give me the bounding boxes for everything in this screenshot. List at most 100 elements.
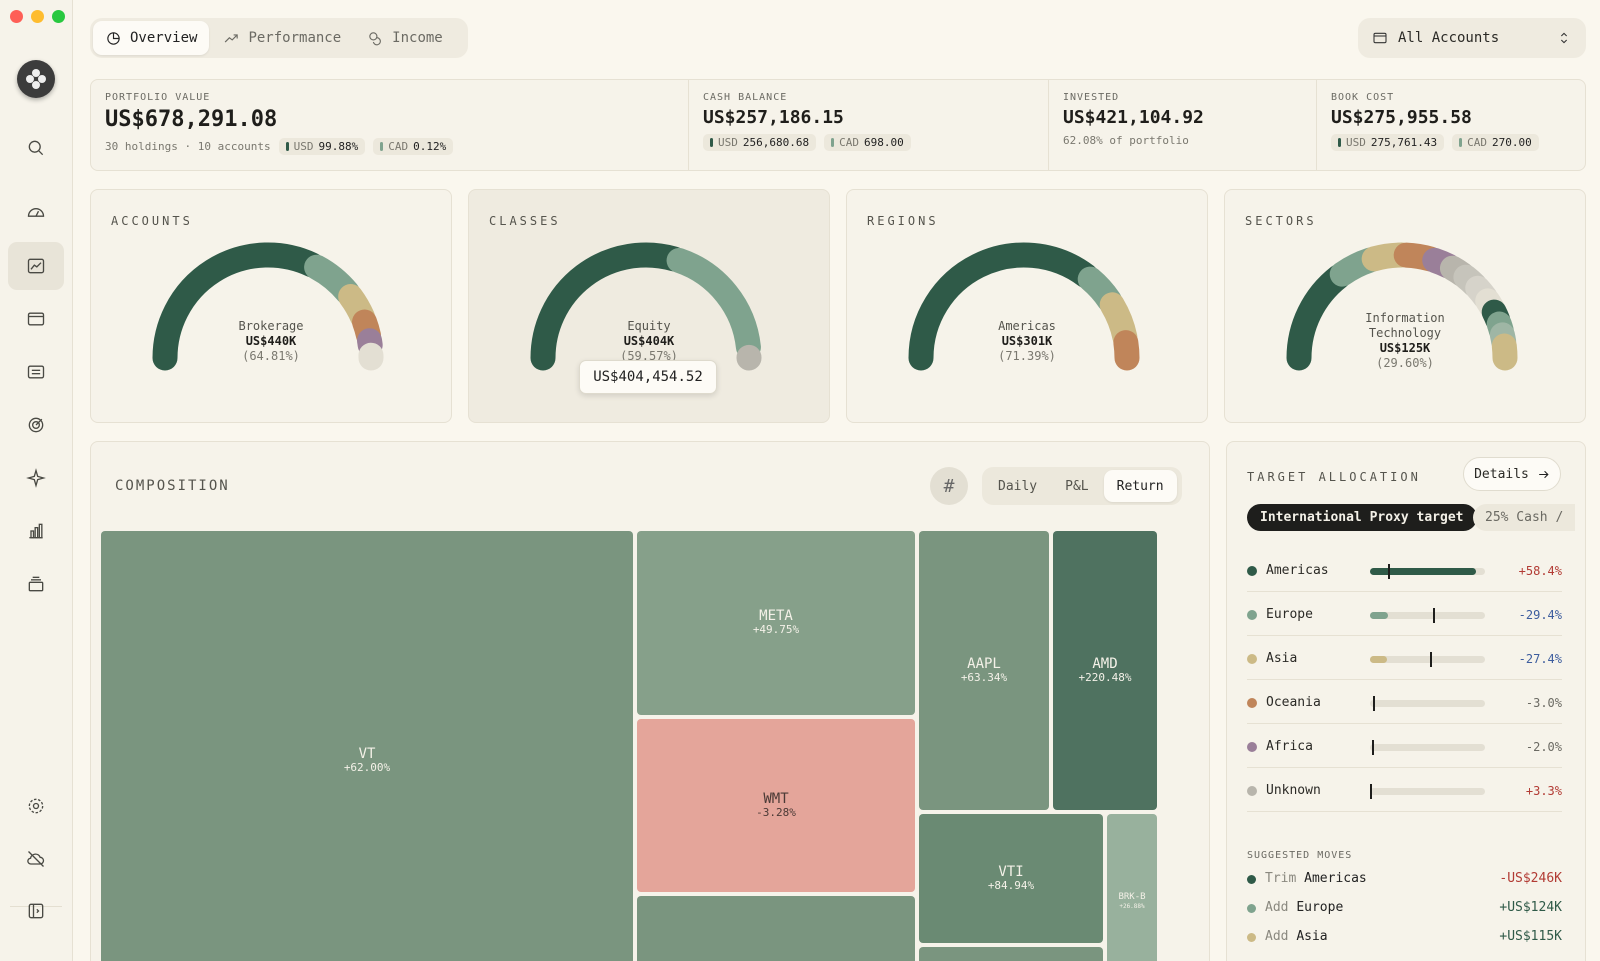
currency-amount: 256,680.68 (742, 136, 810, 149)
target-preset-tab[interactable]: 25% Cash / (1473, 504, 1576, 531)
region-swatch (1247, 566, 1257, 576)
cash-balance-value: US$257,186.15 (703, 107, 844, 128)
search-icon (28, 140, 44, 156)
currency-code: CAD (839, 136, 859, 149)
reports-nav[interactable] (8, 507, 64, 555)
move-action: Trim (1265, 871, 1297, 886)
currency-share: 99.88% (318, 140, 359, 153)
tile-return: +49.75% (752, 623, 800, 636)
target-preset-tab-active[interactable]: International Proxy target (1247, 504, 1477, 531)
search-button[interactable] (8, 124, 64, 172)
holdings-nav[interactable] (8, 242, 64, 290)
classes-card[interactable]: CLASSES Equity US$404K (59.57%) US$404,4… (468, 189, 830, 423)
gauge-segment[interactable] (1491, 333, 1518, 371)
gauge-segment[interactable] (1113, 330, 1140, 371)
collapse-sidebar-button[interactable] (8, 887, 64, 935)
region-label: Europe (1266, 607, 1313, 622)
target-marker (1433, 608, 1436, 623)
suggested-move[interactable]: Add Asia +US$115K (1247, 928, 1562, 948)
mode-return[interactable]: Return (1103, 470, 1177, 502)
allocation-row[interactable]: Unknown +3.3% (1247, 768, 1562, 812)
tab-overview[interactable]: Overview (93, 21, 210, 55)
tile-return: +26.88% (1119, 902, 1145, 910)
card-title: ACCOUNTS (111, 214, 193, 228)
regions-gauge[interactable] (847, 190, 1207, 424)
gauge-segment[interactable] (908, 242, 1099, 371)
target-allocation-card: TARGET ALLOCATION Details International … (1226, 441, 1586, 961)
account-selector[interactable]: All Accounts (1358, 18, 1586, 58)
treemap-tile[interactable]: WMT -3.28% (637, 719, 915, 892)
currency-chip: USD 99.88% (278, 138, 366, 155)
details-button[interactable]: Details (1463, 457, 1561, 491)
allocation-row[interactable]: Africa -2.0% (1247, 724, 1562, 768)
settings-button[interactable] (8, 782, 64, 830)
sectors-card[interactable]: SECTORS Information Technology US$125K (… (1224, 189, 1586, 423)
card-title: CLASSES (489, 214, 561, 228)
suggested-move[interactable]: Trim Americas -US$246K (1247, 870, 1562, 890)
tile-ticker: VTI (998, 863, 1024, 880)
composition-card: COMPOSITION # Daily P&L Return VT +62.00… (90, 441, 1210, 961)
tab-income[interactable]: Income (355, 21, 455, 55)
move-amount: +US$124K (1499, 900, 1562, 915)
allocation-row[interactable]: Oceania -3.0% (1247, 680, 1562, 724)
maximize-window-button[interactable] (52, 10, 65, 23)
mode-daily[interactable]: Daily (998, 478, 1038, 494)
allocation-bar (1370, 564, 1485, 579)
minimize-window-button[interactable] (31, 10, 44, 23)
cash-balance-label: CASH BALANCE (703, 92, 788, 103)
app-logo[interactable] (17, 60, 55, 98)
activity-nav[interactable] (8, 348, 64, 396)
gauge-center-label: Americas US$301K (71.39%) (847, 319, 1207, 364)
segment-name: Americas (998, 319, 1056, 333)
trend-up-icon (225, 33, 239, 42)
target-marker (1429, 652, 1432, 667)
currency-code: CAD (388, 140, 409, 153)
currency-amount: 275,761.43 (1370, 136, 1438, 149)
treemap-tile[interactable]: META +49.75% (637, 531, 915, 715)
gauge-segment[interactable] (152, 242, 325, 371)
classes-gauge[interactable] (469, 190, 829, 424)
hash-toggle-button[interactable]: # (930, 467, 968, 505)
tab-performance[interactable]: Performance (211, 21, 353, 55)
treemap-tile[interactable] (919, 947, 1103, 961)
treemap-tile[interactable]: AAPL +63.34% (919, 531, 1049, 810)
allocation-row[interactable]: Asia -27.4% (1247, 636, 1562, 680)
regions-card[interactable]: REGIONS Americas US$301K (71.39%) (846, 189, 1208, 423)
mode-pnl[interactable]: P&L (1065, 478, 1089, 494)
allocation-row[interactable]: Americas +58.4% (1247, 548, 1562, 592)
currency-chip: USD 256,680.68 (703, 134, 817, 151)
treemap-tile[interactable]: VTI +84.94% (919, 814, 1103, 943)
allocation-delta: +58.4% (1518, 564, 1562, 578)
archive-nav[interactable] (8, 560, 64, 608)
move-region: Europe (1296, 900, 1344, 915)
segment-value: US$301K (1001, 334, 1053, 348)
target-marker (1372, 740, 1375, 755)
allocation-delta: -3.0% (1525, 696, 1562, 710)
tile-ticker: VT (358, 746, 376, 762)
close-window-button[interactable] (10, 10, 23, 23)
suggested-move[interactable]: Add Europe +US$124K (1247, 899, 1562, 919)
sectors-gauge[interactable] (1225, 190, 1585, 424)
invested-cell: INVESTED US$421,104.92 62.08% of portfol… (1049, 80, 1317, 170)
move-text: Trim Americas (1265, 871, 1367, 886)
goals-nav[interactable] (8, 401, 64, 449)
gauge-segment[interactable] (666, 247, 761, 360)
segment-name: Information (1365, 311, 1445, 325)
accounts-nav[interactable] (8, 295, 64, 343)
tile-ticker: AMD (1092, 655, 1118, 672)
treemap-tile[interactable]: AMD +220.48% (1053, 531, 1157, 810)
logo-icon (26, 69, 46, 89)
accounts-card[interactable]: ACCOUNTS Brokerage US$440K (64.81%) (90, 189, 452, 423)
sync-button[interactable] (8, 835, 64, 883)
insights-nav[interactable] (8, 454, 64, 502)
treemap-tile[interactable]: VT +62.00% (101, 531, 633, 961)
dashboard-nav[interactable] (8, 188, 64, 236)
currency-swatch (380, 142, 384, 151)
allocation-row[interactable]: Europe -29.4% (1247, 592, 1562, 636)
treemap-tile[interactable] (637, 896, 915, 961)
gauge-segment[interactable] (1286, 264, 1352, 371)
treemap-tile[interactable]: BRK-B +26.88% (1107, 814, 1157, 961)
accounts-gauge[interactable] (91, 190, 451, 424)
gauge-segment[interactable] (530, 242, 687, 371)
target-icon (28, 417, 44, 433)
